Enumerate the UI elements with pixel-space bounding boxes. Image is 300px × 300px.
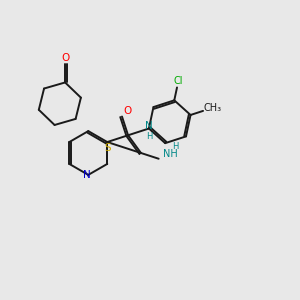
Text: O: O	[61, 53, 69, 63]
Text: CH₃: CH₃	[203, 103, 222, 113]
Text: NH: NH	[163, 149, 177, 159]
Text: H: H	[172, 142, 179, 151]
Text: S: S	[104, 143, 111, 153]
Text: N: N	[145, 121, 153, 130]
Text: Cl: Cl	[174, 76, 183, 85]
Text: N: N	[83, 170, 91, 180]
Text: O: O	[124, 106, 132, 116]
Text: H: H	[146, 132, 152, 141]
